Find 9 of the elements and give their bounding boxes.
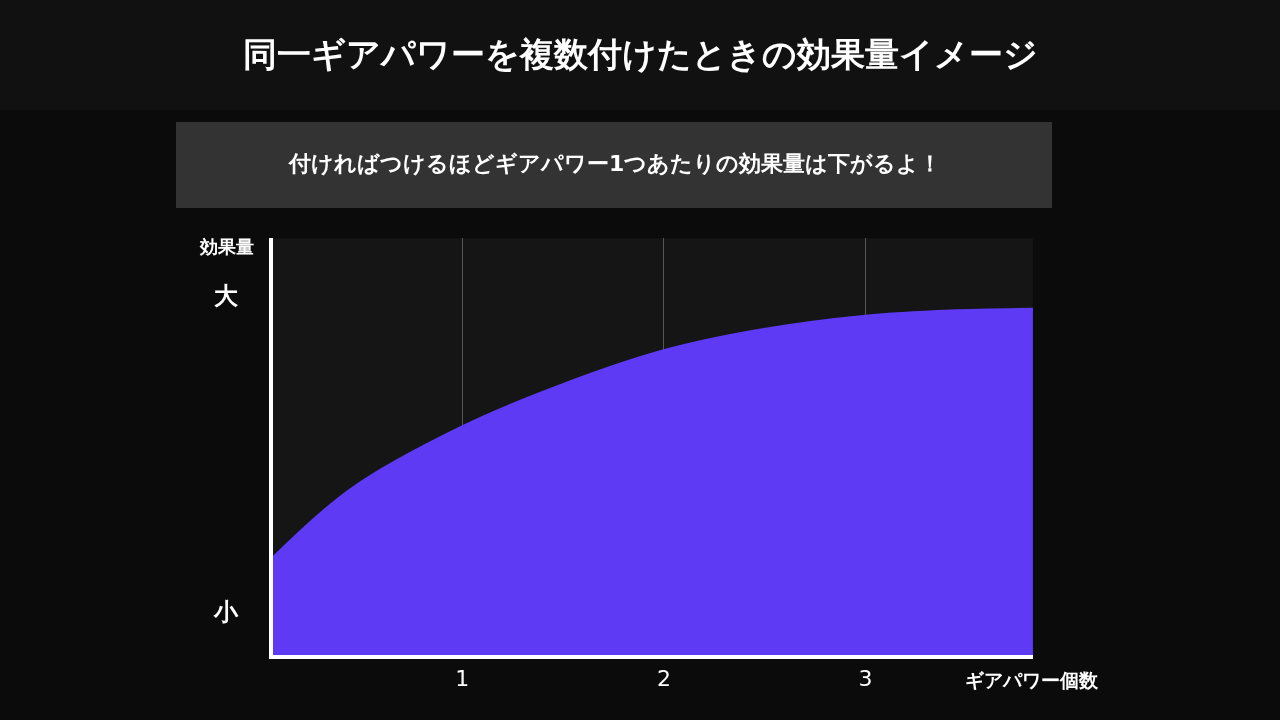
text: 小 xyxy=(213,598,239,626)
x-axis-title: ギアパワー個数 xyxy=(965,669,1099,691)
chart-subtitle: 付ければつけるほどギアパワー1つあたりの効果量は下がるよ！ xyxy=(288,151,942,176)
x-tick-label: 3 xyxy=(858,665,873,691)
chart-title: 同一ギアパワーを複数付けたときの効果量イメージ xyxy=(243,34,1038,74)
y-axis-title: 効果量 xyxy=(199,236,254,257)
x-tick-label: 1 xyxy=(455,665,470,691)
x-tick-label: 2 xyxy=(656,665,671,691)
text: 大 xyxy=(214,282,239,310)
